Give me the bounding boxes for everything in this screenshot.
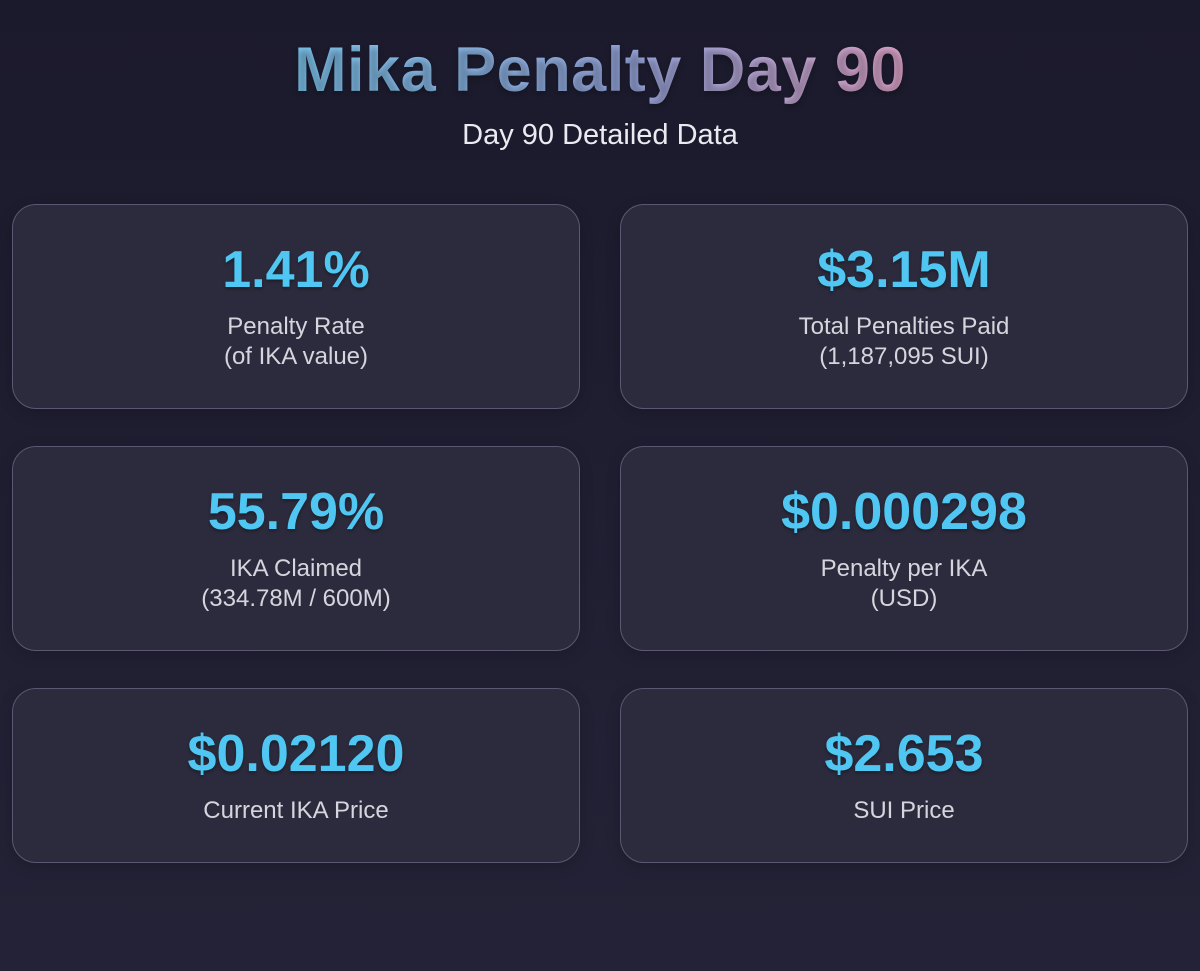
stats-grid: 1.41% Penalty Rate (of IKA value) $3.15M… bbox=[12, 204, 1188, 863]
stat-card-ika-claimed: 55.79% IKA Claimed (334.78M / 600M) bbox=[12, 446, 580, 651]
stat-value: $0.02120 bbox=[187, 724, 405, 783]
stat-card-penalty-per-ika: $0.000298 Penalty per IKA (USD) bbox=[620, 446, 1188, 651]
page-subtitle: Day 90 Detailed Data bbox=[462, 119, 738, 152]
stat-label: Penalty Rate bbox=[227, 313, 365, 341]
stat-value: 1.41% bbox=[222, 241, 370, 300]
stat-label: IKA Claimed bbox=[229, 554, 363, 582]
page-title: Mika Penalty Day 90 bbox=[294, 35, 906, 105]
stat-card-total-penalties-paid: $3.15M Total Penalties Paid (1,187,095 S… bbox=[620, 204, 1188, 410]
stat-sublabel: (334.78M / 600M) bbox=[201, 584, 391, 612]
stat-label: Total Penalties Paid bbox=[798, 313, 1010, 341]
stat-label: Current IKA Price bbox=[203, 796, 389, 824]
stat-value: $0.000298 bbox=[781, 483, 1027, 542]
stat-label: Penalty per IKA bbox=[820, 554, 988, 582]
stat-card-sui-price: $2.653 SUI Price bbox=[620, 687, 1188, 863]
stat-value: $2.653 bbox=[824, 724, 984, 783]
stat-sublabel: (1,187,095 SUI) bbox=[819, 343, 989, 371]
stat-sublabel: (USD) bbox=[870, 584, 938, 612]
stat-label: SUI Price bbox=[853, 796, 955, 824]
page-header: Mika Penalty Day 90 Day 90 Detailed Data bbox=[0, 35, 1200, 152]
stat-value: 55.79% bbox=[207, 483, 385, 542]
stat-card-penalty-rate: 1.41% Penalty Rate (of IKA value) bbox=[12, 204, 580, 410]
stat-sublabel: (of IKA value) bbox=[223, 343, 369, 371]
stat-value: $3.15M bbox=[817, 241, 991, 300]
stat-card-current-ika-price: $0.02120 Current IKA Price bbox=[12, 687, 580, 863]
